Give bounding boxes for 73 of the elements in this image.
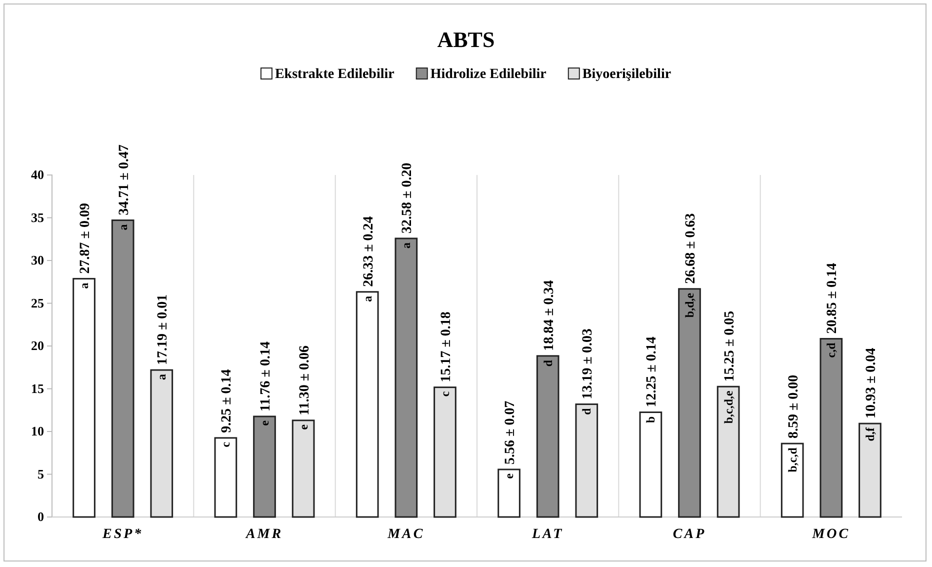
annotation: e [296,424,310,430]
data-label: 26.33 ± 0.24 [361,216,376,287]
y-tick-label: 0 [38,509,44,524]
bar [111,219,134,518]
x-tick-label: ESP* [101,527,144,542]
legend-label: Biyoerişilebilir [582,67,672,82]
y-tick-label: 20 [31,338,44,354]
annotation: a [399,242,414,248]
data-label: 32.58 ± 0.20 [400,162,416,234]
data-label: 17.19 ± 0.01 [156,294,171,366]
bar [858,422,882,518]
data-label: 8.59 ± 0.00 [786,374,802,439]
bar [678,288,701,518]
data-label: 15.25 ± 0.05 [722,310,738,382]
annotation: c,d [824,342,838,358]
data-label: 34.71 ± 0.47 [116,144,132,216]
annotation: a [77,282,92,289]
annotation: b,c,d [785,447,800,472]
legend-label: Ekstrakte Edilebilir [274,67,394,82]
bar [780,442,804,518]
bar [394,238,418,518]
annotation: b,c,d,e [721,390,736,424]
data-label: 13.19 ± 0.03 [580,328,596,400]
bar [716,386,740,518]
x-tick-label: MOC [811,527,850,542]
bar [498,468,520,518]
y-tick-label: 35 [31,210,44,225]
data-label: 27.87 ± 0.09 [78,203,94,274]
bar [820,338,843,518]
x-tick-label: CAP [672,527,706,542]
bar [253,416,276,518]
y-tick-label: 10 [31,424,44,439]
data-label: 11.76 ± 0.14 [258,342,274,412]
data-label: 12.25 ± 0.14 [644,336,660,408]
y-tick-label: 15 [31,380,44,396]
y-tick-label: 40 [31,167,44,182]
annotation: d,f [862,426,877,442]
x-tick-label: LAT [530,527,564,542]
x-tick-label: AMR [244,527,284,542]
bar [639,412,662,518]
data-label: 5.56 ± 0.07 [503,400,518,464]
annotation: a [116,224,130,230]
data-label: 18.84 ± 0.34 [542,280,557,351]
y-tick-label: 30 [31,252,44,268]
annotation: c [218,441,233,448]
data-label: 10.93 ± 0.04 [864,348,879,419]
bar [150,369,174,518]
bar [292,420,315,518]
bar [434,386,456,518]
annotation: a [360,296,374,302]
annotation: a [154,374,169,380]
chart-title: ABTS [437,27,495,52]
data-label: 20.85 ± 0.14 [825,263,840,334]
x-tick-label: MAC [386,527,425,542]
y-tick-label: 25 [31,295,44,310]
annotation: b,d,e [682,292,696,318]
annotation: e [502,472,516,479]
bar [356,291,379,518]
data-label: 15.17 ± 0.18 [438,312,454,382]
annotation: b [644,416,658,423]
annotation: e [258,420,272,426]
bar [575,403,598,518]
data-label: 26.68 ± 0.63 [684,213,698,284]
legend-label: Hidrolize Edilebilir [430,67,546,82]
bar [72,278,96,518]
data-label: 9.25 ± 0.14 [220,369,235,433]
y-tick-label: 5 [38,466,44,482]
bar [214,437,238,518]
annotation: d [580,408,594,415]
bar [536,355,560,518]
annotation: d [540,360,555,367]
data-label: 11.30 ± 0.06 [297,345,312,416]
annotation: c [438,390,452,397]
